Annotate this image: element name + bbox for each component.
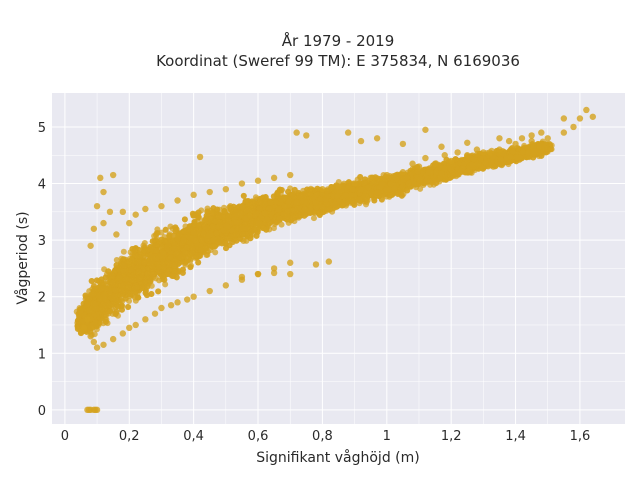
chart-title-line1: År 1979 - 2019: [282, 31, 395, 50]
chart-title-line2: Koordinat (Sweref 99 TM): E 375834, N 61…: [156, 52, 520, 70]
data-point: [121, 249, 127, 255]
data-point: [163, 227, 169, 233]
data-point: [311, 215, 317, 221]
